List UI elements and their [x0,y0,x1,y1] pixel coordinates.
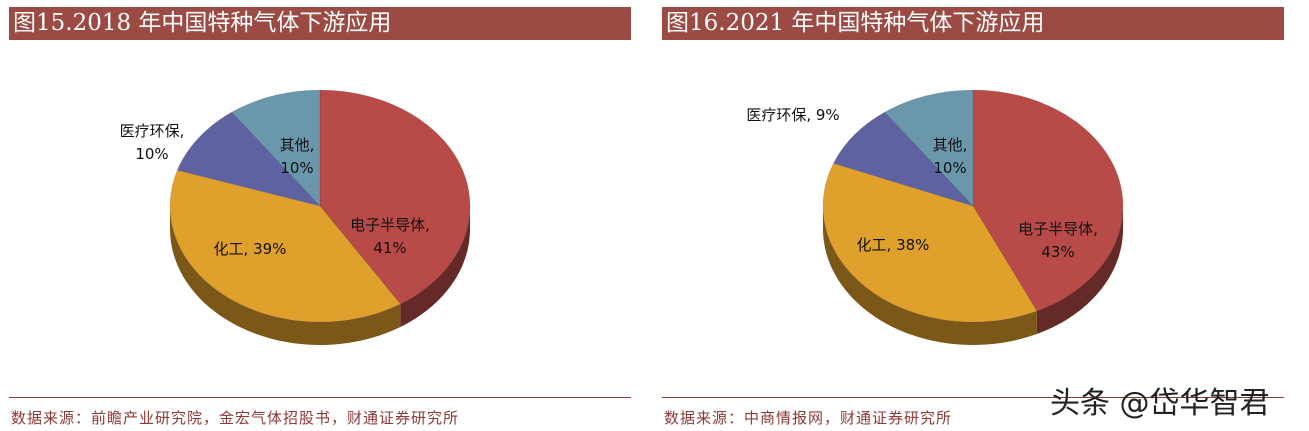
slice-label-electronics: 电子半导体, 41% [350,216,430,257]
pie-side-electronics [1036,206,1123,334]
chart-panel-2021: 图16.2021 年中国特种气体下游应用 电子半导体, 43% 化工, 38% 医疗环… [662,0,1284,431]
divider [9,397,631,398]
source-note: 数据来源：中商情报网，财通证券研究所 [664,409,953,427]
pie-slice-other [231,89,321,207]
slice-label-other: 其他, 10% [280,136,315,177]
pie-slice-chemical [169,169,401,323]
pie-slice-medical-env [833,111,974,207]
watermark: 头条 @岱华智君 [1050,386,1270,421]
chart-panel-2018: 图15.2018 年中国特种气体下游应用 电子半导体, 41% 化工, 39% 医疗环… [9,0,631,431]
pie-slice-medical-env [176,111,321,207]
chart-title: 图15.2018 年中国特种气体下游应用 [9,7,631,40]
slice-label-electronics: 电子半导体, 43% [1018,220,1098,261]
slice-label-medical-env: 医疗环保, 9% [746,106,839,124]
slice-label-other: 其他, 10% [933,136,968,177]
pie-side-chemical [823,206,1037,345]
pie-side-chemical [170,206,401,345]
pie-chart-2018: 电子半导体, 41% 化工, 39% 医疗环保, 10% 其他, 10% [120,89,471,345]
pie-chart-2021: 电子半导体, 43% 化工, 38% 医疗环保, 9% 其他, 10% [746,89,1124,345]
slice-label-chemical: 化工, 39% [214,240,287,258]
divider [662,397,1284,398]
pie-slice-electronics [319,89,471,305]
pie-slice-other [884,89,974,207]
chart-title: 图16.2021 年中国特种气体下游应用 [662,7,1284,40]
pie-slice-chemical [822,162,1038,323]
slice-label-chemical: 化工, 38% [857,236,930,254]
source-note: 数据来源：前瞻产业研究院，金宏气体招股书，财通证券研究所 [11,409,460,427]
slice-label-medical-env: 医疗环保, 10% [120,122,185,163]
pie-slice-electronics [972,89,1124,312]
pie-side-electronics [400,206,470,327]
